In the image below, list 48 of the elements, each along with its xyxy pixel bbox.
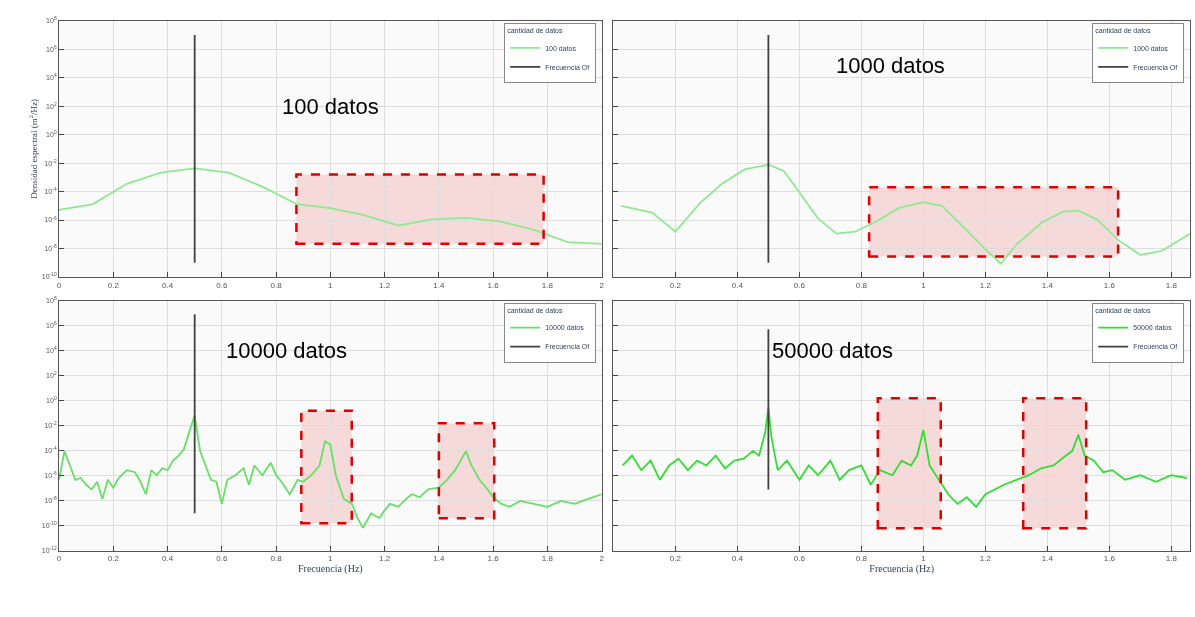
x-tick-label: 0.6 — [793, 554, 806, 564]
annotation: 100 datos — [282, 94, 379, 119]
x-tick-label: 1.8 — [1165, 280, 1178, 290]
x-tick-label: 0.2 — [669, 280, 682, 290]
x-tick-label: 1.8 — [541, 280, 554, 290]
annotation: 10000 datos — [226, 338, 348, 363]
x-tick-label: 1.6 — [1103, 554, 1116, 564]
x-tick-label: 1.4 — [433, 280, 445, 290]
x-tick-label: 0.2 — [669, 554, 682, 564]
x-tick-label: 0.8 — [855, 554, 868, 564]
x-tick-label: 0.2 — [107, 280, 120, 290]
annotation: 1000 datos — [836, 53, 945, 78]
x-tick-label: 1.6 — [487, 280, 500, 290]
line-series — [59, 414, 602, 529]
x-tick-label: 0 — [56, 280, 62, 290]
x-tick-label: 0.6 — [793, 280, 806, 290]
x-tick-label: 0.8 — [270, 554, 283, 564]
x-tick-label: 0 — [56, 554, 62, 564]
x-tick-label: 2 — [599, 554, 605, 564]
x-tick-label: 1.2 — [979, 280, 992, 290]
x-tick-label: 1.8 — [541, 554, 554, 564]
x-tick-label: 1.4 — [1041, 280, 1054, 290]
x-tick-label: 1 — [328, 280, 334, 290]
line-series — [59, 167, 602, 245]
x-tick-label: 1.4 — [433, 554, 445, 564]
x-tick-label: 0.4 — [731, 280, 744, 290]
x-tick-label: 1 — [328, 554, 334, 564]
x-tick-label: 1.2 — [379, 554, 391, 564]
x-tick-label: 1.6 — [1103, 280, 1116, 290]
x-tick-label: 0.8 — [855, 280, 868, 290]
x-tick-label: 1.4 — [1041, 554, 1054, 564]
x-tick-label: 2 — [599, 280, 605, 290]
x-tick-label: 1.8 — [1165, 554, 1178, 564]
x-tick-label: 0.2 — [107, 554, 120, 564]
x-tick-label: 1.2 — [379, 280, 391, 290]
x-tick-label: 0.4 — [161, 280, 174, 290]
x-tick-label: 1 — [921, 554, 927, 564]
x-tick-label: 0.6 — [216, 280, 228, 290]
x-tick-label: 0.4 — [161, 554, 174, 564]
x-tick-label: 0.6 — [216, 554, 228, 564]
x-tick-label: 1.6 — [487, 554, 500, 564]
annotation: 50000 datos — [772, 338, 894, 363]
x-tick-label: 0.8 — [270, 280, 283, 290]
x-tick-label: 1 — [921, 280, 927, 290]
x-axis-title: Frecuencia (Hz) — [869, 563, 935, 576]
x-tick-label: 1.2 — [979, 554, 992, 564]
x-axis-title: Frecuencia (Hz) — [297, 563, 363, 576]
x-tick-label: 0.4 — [731, 554, 744, 564]
